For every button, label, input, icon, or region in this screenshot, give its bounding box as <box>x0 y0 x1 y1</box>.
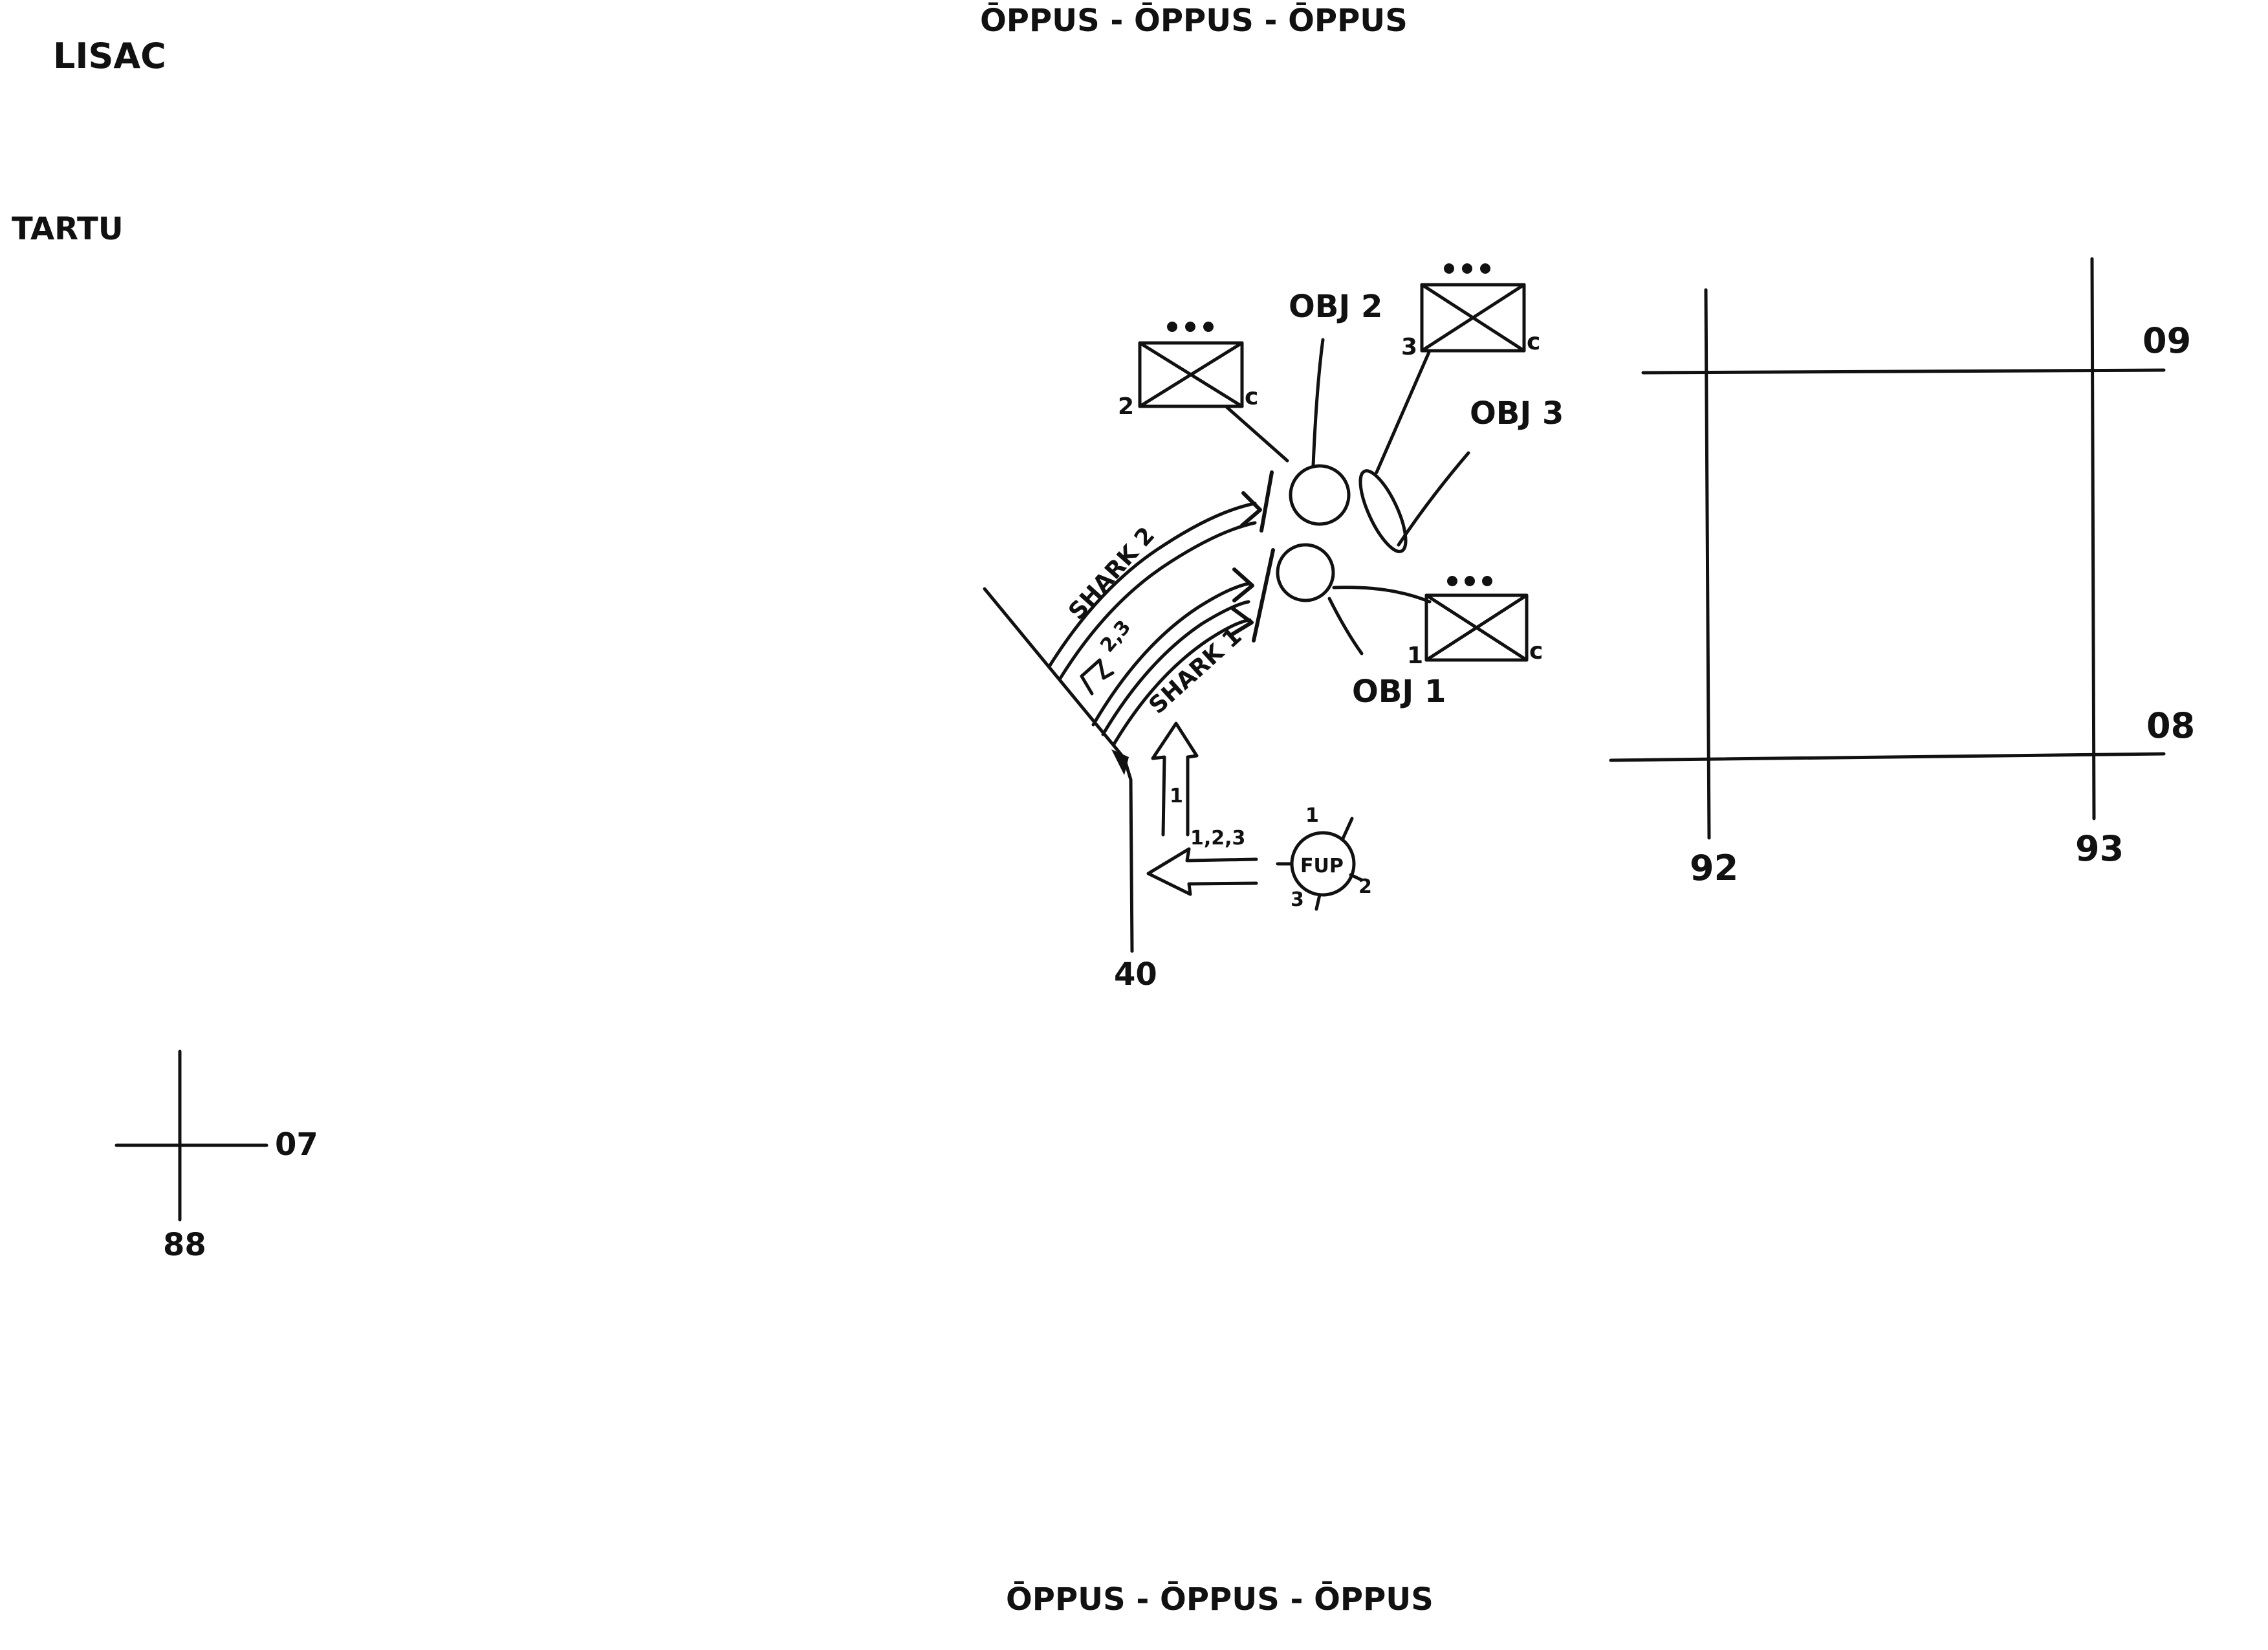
shark1-objective-bar <box>1252 548 1275 643</box>
shark2-axis-line-b <box>1058 521 1257 681</box>
arrow-1-vertical <box>1151 721 1199 837</box>
arrow-2-3-outline <box>1080 658 1115 696</box>
shark2-objective-bar <box>1259 470 1274 533</box>
grid-label-93: 93 <box>2075 828 2124 869</box>
objective-ellipse-obj3 <box>1358 469 1408 553</box>
unit-3-frame <box>1420 283 1526 353</box>
shark2-axis-line-a <box>1047 501 1257 668</box>
fup-num-1: 1 <box>1305 804 1319 827</box>
unit-symbol-3 <box>1375 263 1526 474</box>
arrow-1-label: 1 <box>1170 785 1183 808</box>
unit-3-echelon-dot-3 <box>1480 263 1490 274</box>
unit-3-cross-b <box>1420 283 1526 353</box>
small-grid-easting-label: 88 <box>163 1227 206 1263</box>
unit-1-echelon-dot-3 <box>1482 576 1492 586</box>
grid-line-northing-08 <box>1609 752 2166 762</box>
grid-label-08: 08 <box>2146 705 2195 746</box>
axis-shark1 <box>1091 548 1275 746</box>
unit-3-echelon-dot-2 <box>1462 263 1472 274</box>
unit-3-leader-line <box>1375 349 1432 474</box>
unit-1-leader-line <box>1332 586 1432 604</box>
unit-1-suffix: c <box>1529 638 1543 665</box>
unit-2-cross-b <box>1138 341 1244 408</box>
small-grid-northing-label: 07 <box>275 1127 318 1163</box>
unit-2-suffix: c <box>1245 384 1258 410</box>
obj3-leader-line <box>1397 451 1470 547</box>
unit-3-echelon-dot-1 <box>1444 263 1454 274</box>
grid-square <box>1609 257 2166 840</box>
arrow-1-outline <box>1151 721 1199 837</box>
unit-3-suffix: c <box>1527 329 1540 355</box>
unit-1-number: 1 <box>1407 643 1423 669</box>
unit-2-echelon-dot-3 <box>1203 322 1214 332</box>
unit-symbol-1 <box>1332 576 1529 662</box>
boundary-line <box>983 587 1134 953</box>
label-tartu: TARTU <box>12 211 124 247</box>
shark1-axis-line-a <box>1091 582 1250 727</box>
bottom-classification-banner: ŌPPUS - ŌPPUS - ŌPPUS <box>1006 1581 1434 1618</box>
boundary-arrowhead <box>1111 749 1129 775</box>
grid-label-92: 92 <box>1690 848 1738 888</box>
objective-circle-lower <box>1276 543 1335 602</box>
grid-label-09: 09 <box>2143 320 2191 361</box>
unit-2-number: 2 <box>1118 393 1134 420</box>
label-lisac: LISAC <box>53 36 166 76</box>
obj2-leader-line <box>1311 338 1325 468</box>
arrow-1-2-3-label: 1,2,3 <box>1190 827 1245 850</box>
obj2-label: OBJ 2 <box>1289 289 1382 325</box>
fup-tick-2 <box>1349 873 1364 882</box>
fup-num-2: 2 <box>1358 875 1372 898</box>
arrow-2-3 <box>1080 658 1115 696</box>
top-classification-banner: ŌPPUS - ŌPPUS - ŌPPUS <box>980 2 1408 39</box>
fup-num-3: 3 <box>1291 888 1304 911</box>
unit-2-echelon-dot-2 <box>1185 322 1195 332</box>
unit-2-frame <box>1138 341 1244 408</box>
grid-line-easting-93 <box>2090 257 2096 820</box>
shark2-arrowhead <box>1240 491 1262 527</box>
axis-shark2 <box>1047 470 1274 681</box>
fup-label: FUP <box>1300 855 1344 877</box>
boundary-polyline <box>983 587 1134 953</box>
unit-symbol-2 <box>1138 322 1289 463</box>
small-grid-cross <box>114 1050 268 1222</box>
arrow-1-2-3-outline <box>1146 847 1258 896</box>
unit-1-echelon-dot-2 <box>1465 576 1475 586</box>
unit-3-number: 3 <box>1401 334 1417 360</box>
obj1-label: OBJ 1 <box>1352 674 1446 710</box>
fup-symbol <box>1276 817 1364 911</box>
objective-circle-upper <box>1289 464 1351 526</box>
shark1-arrowhead-lower <box>1228 606 1254 637</box>
obj1-leader-line <box>1327 597 1364 655</box>
unit-2-echelon-dot-1 <box>1167 322 1177 332</box>
grid-line-northing-09 <box>1641 368 2166 375</box>
boundary-label-40: 40 <box>1114 956 1157 993</box>
unit-1-echelon-dot-1 <box>1447 576 1457 586</box>
arrow-1-2-3-horizontal <box>1146 847 1258 896</box>
fup-tick-1 <box>1340 817 1354 842</box>
shark1-arrowhead-upper <box>1232 567 1254 602</box>
fup-tick-3 <box>1314 893 1322 911</box>
unit-1-frame <box>1424 593 1529 662</box>
obj3-label: OBJ 3 <box>1470 395 1564 432</box>
unit-2-leader-line <box>1224 404 1289 463</box>
unit-1-cross-b <box>1424 593 1529 662</box>
grid-line-easting-92 <box>1704 288 1711 840</box>
shark1-axis-line-c <box>1112 618 1252 746</box>
